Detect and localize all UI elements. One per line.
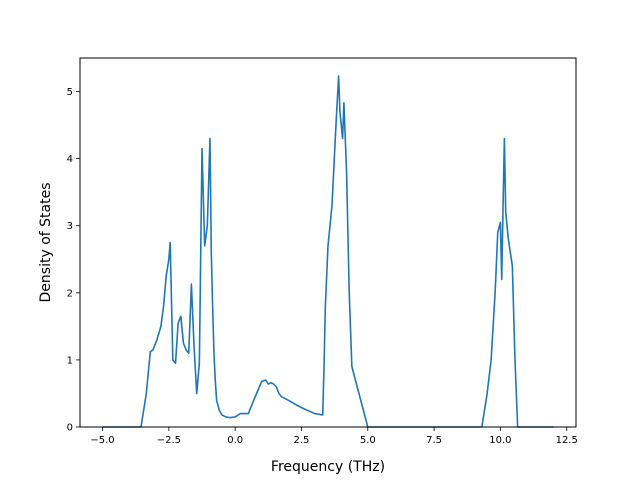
y-tick-label: 4 [67,154,73,165]
axes-frame [79,57,577,428]
x-tick-label: 12.5 [556,435,578,446]
x-tick-label: 0.0 [227,435,243,446]
x-tick-label: 7.5 [426,435,442,446]
x-tick-label: 2.5 [294,435,310,446]
y-tick-label: 0 [67,423,73,434]
series-line-0 [102,75,554,428]
y-tick-label: 1 [67,355,73,366]
x-tick-label: −2.5 [157,435,181,446]
x-axis-ticks: −5.0 −2.5 0.0 2.5 5.0 7.5 10.0 12.5 [90,427,578,446]
y-tick-label: 5 [67,87,73,98]
x-tick-label: 5.0 [360,435,376,446]
x-tick-label: −5.0 [90,435,114,446]
x-tick-label: 10.0 [489,435,511,446]
y-axis-ticks: 0 1 2 3 4 5 [67,87,80,434]
x-axis-label: Frequency (THz) [271,459,385,475]
plot-area [102,75,554,428]
y-tick-label: 3 [67,221,73,232]
y-axis-label: Density of States [38,183,54,303]
y-tick-label: 2 [67,288,73,299]
